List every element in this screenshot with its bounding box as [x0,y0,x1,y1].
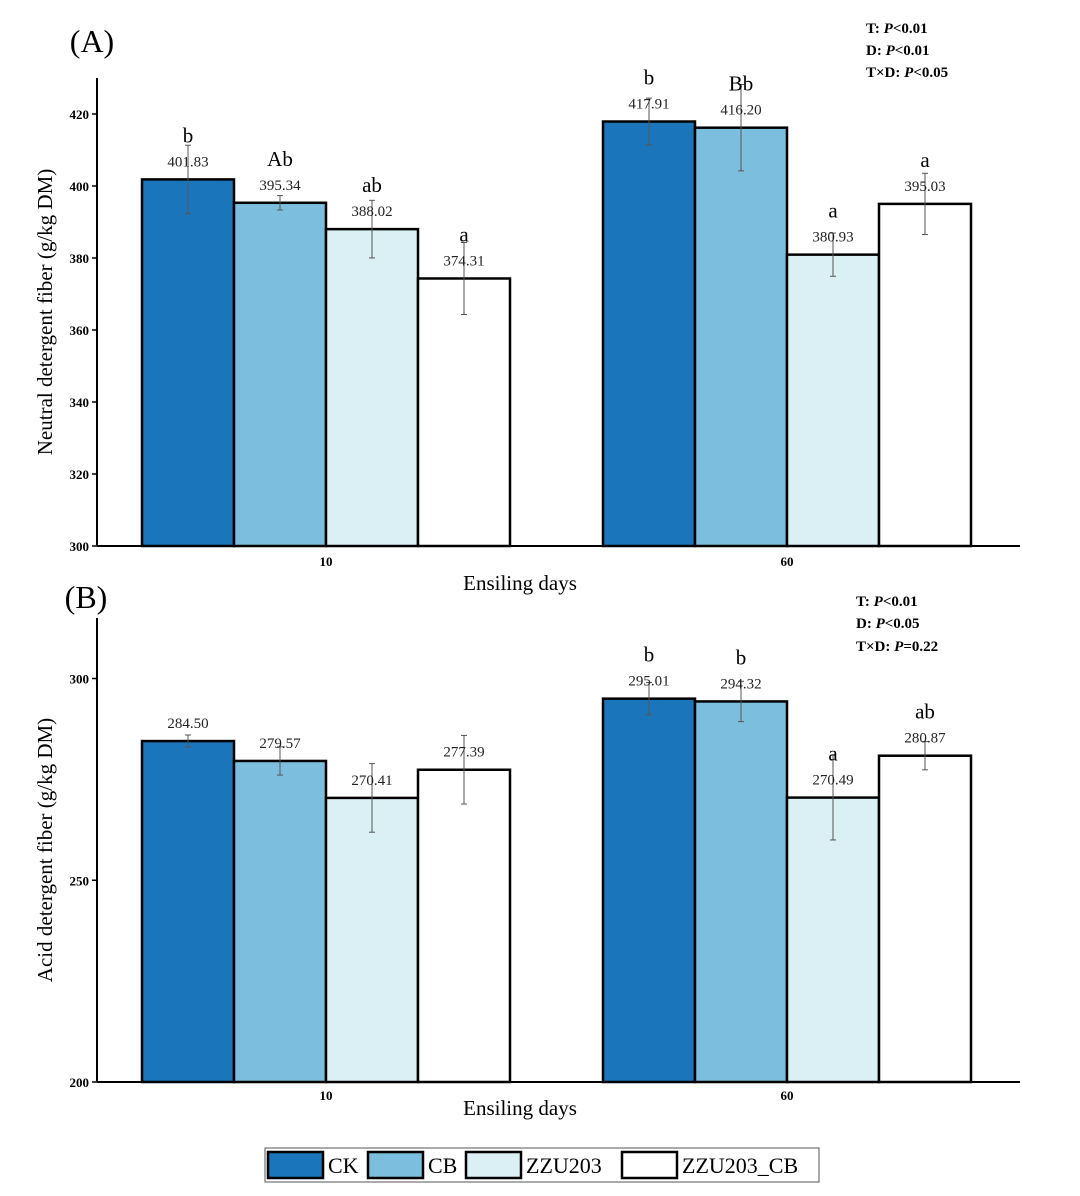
value-label: 294.32 [720,676,761,692]
significance-letter: a [828,742,838,766]
legend-swatch-ck [266,1150,325,1180]
value-label: 279.57 [259,736,301,752]
y-tick-label: 340 [70,395,90,410]
bar-ck-10 [140,739,236,1084]
bar-zzu203_cb-10 [416,768,512,1084]
bar-cb-60 [693,126,789,548]
y-tick-label: 300 [70,539,90,554]
x-axis-title: Ensiling days [463,1096,577,1120]
y-tick-label: 200 [70,1075,90,1090]
y-tick-label: 380 [70,251,90,266]
value-label: 395.34 [259,178,301,194]
value-label: 277.39 [443,745,484,761]
stats-line: D: P<0.01 [866,43,930,59]
value-label: 416.20 [720,103,761,119]
bar-ck-60 [601,697,697,1084]
stats-line: T×D: P<0.05 [866,65,948,81]
y-tick-label: 360 [70,323,90,338]
bar-zzu203_cb-60 [877,202,973,548]
stats-line: D: P<0.05 [856,616,920,632]
chart-panel-a: (A)401.83b395.34Ab388.02ab374.31a10417.9… [33,21,1020,595]
stats-line: T×D: P=0.22 [856,639,938,655]
stats-line: T: P<0.01 [866,21,928,37]
bar-ck-10 [140,178,236,548]
bar-zzu203-10 [324,227,420,548]
significance-letter: b [644,66,655,90]
x-tick-label: 60 [781,554,794,569]
significance-letter: b [736,645,747,669]
significance-letter: Bb [729,72,754,96]
value-label: 270.49 [812,773,853,789]
bar-zzu203-60 [785,253,881,548]
value-label: 395.03 [904,179,945,195]
legend-label-zzu203_cb: ZZU203_CB [682,1153,798,1178]
y-axis-title: Neutral detergent fiber (g/kg DM) [33,169,57,456]
value-label: 374.31 [443,253,484,269]
value-label: 270.41 [351,773,392,789]
bar-cb-10 [232,201,328,548]
value-label: 284.50 [167,716,208,732]
bar-cb-10 [232,759,328,1084]
significance-letter: b [183,123,194,147]
bar-zzu203_cb-10 [416,277,512,548]
y-tick-label: 400 [70,179,90,194]
y-tick-label: 320 [70,467,90,482]
y-tick-label: 300 [70,672,90,687]
significance-letter: b [644,643,655,667]
bar-cb-60 [693,700,789,1084]
chart-panel-b: (B) 284.50 279.57 270.41 277.39 10 295.01 b 294.… [33,579,1020,1120]
x-tick-label: 10 [320,1088,333,1103]
panel-label: (B) [65,579,108,615]
legend-label-cb: CB [428,1153,457,1178]
value-label: 295.01 [628,674,669,690]
value-label: 401.83 [167,154,208,170]
significance-letter: a [459,222,469,246]
significance-letter: Ab [267,147,293,171]
x-tick-label: 60 [781,1088,794,1103]
significance-letter: a [920,148,930,172]
value-label: 280.87 [904,731,946,747]
significance-letter: a [828,199,838,223]
y-tick-label: 420 [70,107,90,122]
x-axis-title: Ensiling days [463,571,577,595]
value-label: 380.93 [812,230,853,246]
significance-letter: ab [362,173,382,197]
legend-frame [264,1147,820,1183]
legend-swatch-cb [366,1150,425,1180]
legend-label-ck: CK [328,1153,359,1178]
panel-label: (A) [70,23,114,59]
stats-line: T: P<0.01 [856,594,918,610]
x-tick-label: 10 [320,554,333,569]
y-axis-title: Acid detergent fiber (g/kg DM) [33,718,57,982]
legend-swatch-zzu203 [464,1150,523,1180]
legend: CK CB ZZU203 ZZU203_CB [264,1147,820,1183]
significance-letter: ab [915,700,935,724]
bar-ck-60 [601,120,697,548]
y-tick-label: 250 [70,873,90,888]
legend-label-zzu203: ZZU203 [526,1153,602,1178]
legend-swatch-zzu203_cb [620,1150,679,1180]
value-label: 388.02 [351,204,392,220]
value-label: 417.91 [628,97,669,113]
bar-zzu203_cb-60 [877,754,973,1084]
bar-zzu203-10 [324,796,420,1084]
bar-zzu203-60 [785,796,881,1084]
